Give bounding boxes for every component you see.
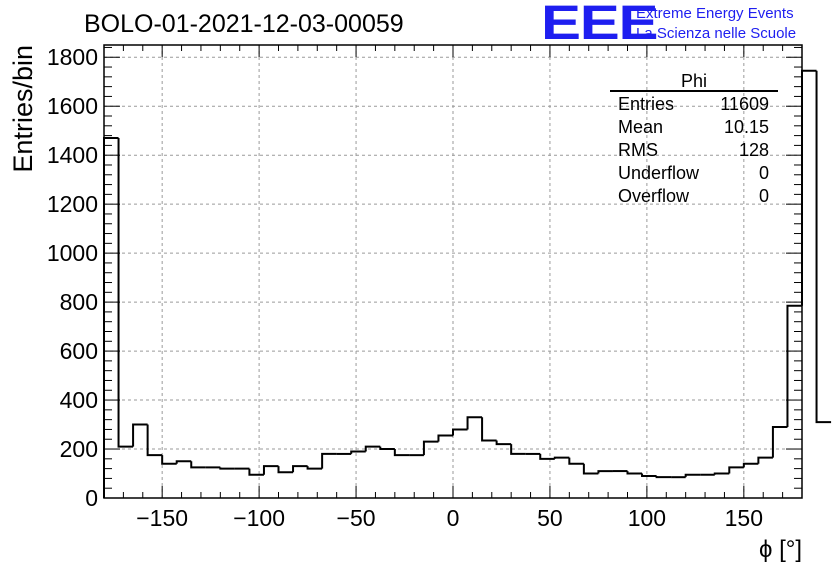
histogram-bin — [815, 70, 832, 424]
stats-box-title: Phi — [681, 71, 707, 91]
stats-row-label: Entries — [618, 94, 674, 114]
histogram-bin — [713, 472, 730, 475]
stats-row-label: Underflow — [618, 163, 700, 183]
y-tick-label: 0 — [85, 485, 98, 511]
stats-row-value: 0 — [759, 163, 769, 183]
y-tick-label: 800 — [60, 289, 98, 315]
x-axis-label: ϕ [°] — [759, 536, 802, 563]
histogram-bin — [728, 466, 744, 474]
histogram-bin — [684, 473, 701, 478]
stats-row-label: RMS — [618, 140, 658, 160]
eee-logo-mark: EEE — [541, 0, 659, 50]
histogram-bin — [379, 446, 395, 451]
stats-row-label: Overflow — [618, 186, 690, 206]
y-tick-label: 1200 — [47, 191, 98, 217]
histogram-bin — [321, 452, 337, 469]
stats-rows: Entries 11609 Mean 10.15 RMS 128 Underflow 0 Ove… — [618, 94, 769, 206]
histogram-bin — [510, 444, 526, 455]
y-tick-label: 1800 — [47, 44, 98, 70]
histogram-bin — [161, 455, 177, 465]
histogram-bin — [219, 467, 235, 470]
y-tick-label: 400 — [60, 387, 98, 413]
tick-labels: −150 −100 −50 0 50 100 150 0 200 400 600 800 1000 120… — [47, 44, 763, 531]
histogram-bin — [437, 434, 453, 442]
histogram-bin — [655, 475, 672, 479]
stats-row-value: 10.15 — [724, 117, 769, 137]
histogram-bin — [495, 440, 512, 446]
y-tick-label: 200 — [60, 436, 98, 462]
histogram-bin — [466, 416, 483, 430]
x-tick-label: −150 — [136, 505, 188, 531]
histogram-bin — [292, 465, 308, 473]
histogram-bin — [481, 417, 497, 442]
y-tick-label: 1000 — [47, 240, 98, 266]
stats-row-value: 0 — [759, 186, 769, 206]
stats-box: Phi Entries 11609 Mean 10.15 RMS 128 Underflow… — [610, 71, 778, 206]
histogram-bin — [350, 450, 366, 454]
x-tick-label: −50 — [337, 505, 376, 531]
histogram-bin — [786, 304, 802, 427]
stats-row-value: 11609 — [720, 94, 769, 114]
histogram-bin — [262, 465, 279, 475]
histogram-bin — [641, 473, 657, 477]
histogram-bin — [175, 460, 192, 464]
logo-line-2: La Scienza nelle Scuole — [636, 25, 797, 42]
y-axis-label: Entries/bin — [8, 45, 38, 173]
x-tick-label: 50 — [537, 505, 563, 531]
x-tick-label: 150 — [725, 505, 763, 531]
histogram-bin — [422, 440, 439, 456]
histogram-bin — [597, 470, 613, 474]
y-tick-label: 600 — [60, 338, 98, 364]
histogram-bin — [626, 471, 643, 475]
x-tick-label: 100 — [628, 505, 666, 531]
histogram-bin — [132, 423, 148, 447]
stats-row-value: 128 — [739, 140, 769, 160]
histogram-bin — [801, 69, 817, 306]
histogram-bin — [553, 456, 570, 459]
logo-line-1: Extreme Energy Events — [636, 5, 794, 22]
histogram-bin — [742, 462, 759, 468]
histogram-bin — [539, 453, 555, 460]
x-tick-label: 0 — [447, 505, 460, 531]
histogram-bin — [146, 424, 163, 457]
histogram-bin — [248, 468, 264, 476]
histogram-bin — [393, 449, 410, 457]
chart-title: BOLO-01-2021-12-03-00059 — [84, 10, 404, 38]
histogram-bin — [582, 463, 599, 475]
stats-row-label: Mean — [618, 117, 663, 137]
histogram-bin — [452, 428, 468, 436]
histogram-bin — [277, 466, 294, 474]
histogram-bin — [306, 466, 323, 470]
histogram-bin — [190, 461, 206, 469]
axis-ticks — [103, 45, 803, 499]
histogram-bin — [117, 138, 134, 448]
y-tick-label: 1400 — [47, 142, 98, 168]
histogram-bin — [103, 137, 119, 498]
grid-lines — [104, 45, 802, 498]
x-tick-label: −100 — [233, 505, 285, 531]
histogram-bin — [757, 456, 773, 464]
histogram-bin — [364, 445, 381, 452]
histogram-bin — [771, 425, 788, 458]
histogram-bin — [568, 457, 584, 465]
histogram-series — [103, 69, 832, 498]
y-tick-label: 1600 — [47, 93, 98, 119]
